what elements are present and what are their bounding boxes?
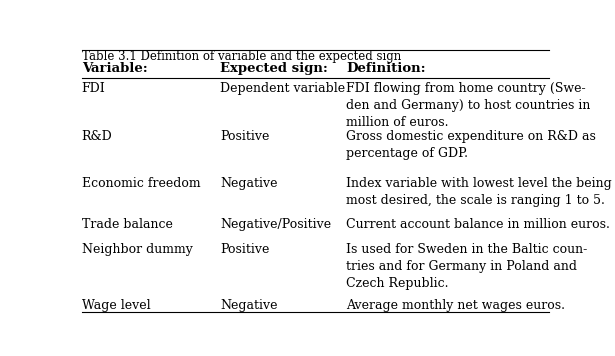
Text: Average monthly net wages euros.: Average monthly net wages euros.: [346, 299, 565, 312]
Text: Definition:: Definition:: [346, 62, 426, 75]
Text: Dependent variable: Dependent variable: [220, 83, 345, 95]
Text: Negative: Negative: [220, 177, 277, 190]
Text: Negative: Negative: [220, 299, 277, 312]
Text: Positive: Positive: [220, 130, 269, 143]
Text: FDI: FDI: [82, 83, 105, 95]
Text: Neighbor dummy: Neighbor dummy: [82, 243, 192, 256]
Text: Expected sign:: Expected sign:: [220, 62, 328, 75]
Text: Table 3.1 Definition of variable and the expected sign: Table 3.1 Definition of variable and the…: [82, 49, 401, 63]
Text: Negative/Positive: Negative/Positive: [220, 218, 331, 231]
Text: Positive: Positive: [220, 243, 269, 256]
Text: Wage level: Wage level: [82, 299, 150, 312]
Text: Trade balance: Trade balance: [82, 218, 173, 231]
Text: FDI flowing from home country (Swe-
den and Germany) to host countries in
millio: FDI flowing from home country (Swe- den …: [346, 83, 590, 130]
Text: Economic freedom: Economic freedom: [82, 177, 200, 190]
Text: Index variable with lowest level the being
most desired, the scale is ranging 1 : Index variable with lowest level the bei…: [346, 177, 612, 207]
Text: R&D: R&D: [82, 130, 113, 143]
Text: Current account balance in million euros.: Current account balance in million euros…: [346, 218, 610, 231]
Text: Gross domestic expenditure on R&D as
percentage of GDP.: Gross domestic expenditure on R&D as per…: [346, 130, 596, 161]
Text: Variable:: Variable:: [82, 62, 148, 75]
Text: Is used for Sweden in the Baltic coun-
tries and for Germany in Poland and
Czech: Is used for Sweden in the Baltic coun- t…: [346, 243, 587, 290]
